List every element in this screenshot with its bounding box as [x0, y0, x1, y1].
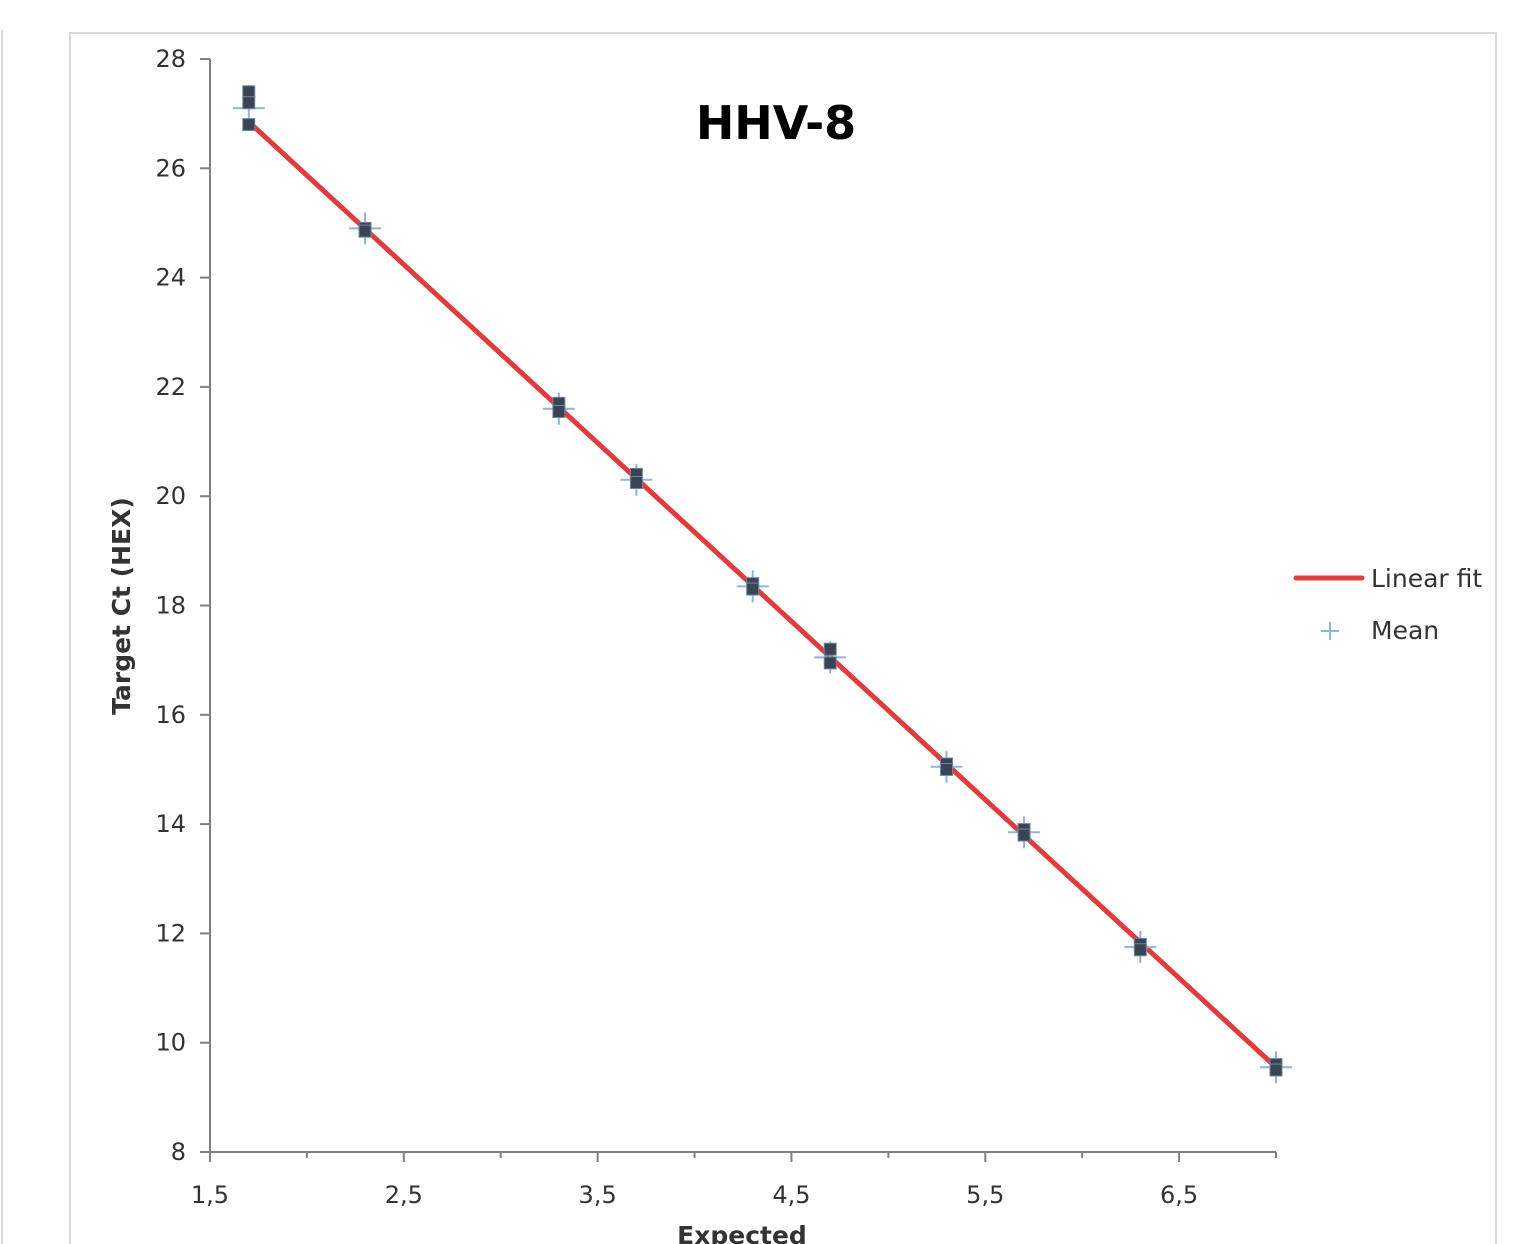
- legend: Linear fit Mean: [1293, 564, 1482, 645]
- y-tick-label: 28: [155, 45, 186, 73]
- y-tick-label: 26: [155, 154, 186, 182]
- y-tick-label: 10: [155, 1029, 186, 1057]
- y-tick-label: 8: [171, 1138, 186, 1166]
- replicate-layer: [242, 85, 1283, 1077]
- linear-fit-line: [246, 119, 1279, 1070]
- replicate-point: [242, 118, 256, 132]
- chart-frame: [69, 32, 1497, 1244]
- legend-linear-fit-label: Linear fit: [1371, 564, 1482, 593]
- replicate-point: [242, 96, 256, 110]
- x-tick-label: 1,5: [191, 1181, 229, 1209]
- ticks: [200, 58, 1277, 1162]
- replicate-point: [1133, 943, 1147, 957]
- replicate-point: [1017, 828, 1031, 842]
- y-tick-label: 18: [155, 592, 186, 620]
- linear-fit-layer: [246, 119, 1279, 1070]
- x-tick-label: 2,5: [385, 1181, 423, 1209]
- replicate-point: [823, 642, 837, 656]
- y-axis-title: Target Ct (HEX): [107, 497, 136, 715]
- x-tick-label: 4,5: [772, 1181, 810, 1209]
- x-tick-label: 6,5: [1160, 1181, 1198, 1209]
- replicate-point: [940, 762, 954, 776]
- chart-title: HHV-8: [696, 96, 856, 150]
- replicate-point: [552, 404, 566, 418]
- replicate-point: [823, 656, 837, 670]
- x-tick-label: 3,5: [579, 1181, 617, 1209]
- replicate-point: [242, 85, 256, 99]
- legend-mean-label: Mean: [1371, 616, 1439, 645]
- replicate-point: [746, 582, 760, 596]
- y-tick-label: 16: [155, 701, 186, 729]
- y-tick-label: 14: [155, 810, 186, 838]
- x-axis-title: Expected: [677, 1221, 807, 1244]
- y-tick-label: 22: [155, 373, 186, 401]
- replicate-point: [358, 224, 372, 238]
- replicate-point: [1269, 1063, 1283, 1077]
- legend-mean-swatch: [1321, 622, 1339, 640]
- y-tick-label: 20: [155, 482, 186, 510]
- tick-labels: 8 10 12 14 16 18 20 22 24 26 28 1,5 2,5 3,5 4,5 5,5 6,5: [155, 45, 1198, 1209]
- replicate-point: [629, 476, 643, 490]
- y-tick-label: 24: [155, 264, 186, 292]
- y-tick-label: 12: [155, 919, 186, 947]
- x-tick-label: 5,5: [966, 1181, 1004, 1209]
